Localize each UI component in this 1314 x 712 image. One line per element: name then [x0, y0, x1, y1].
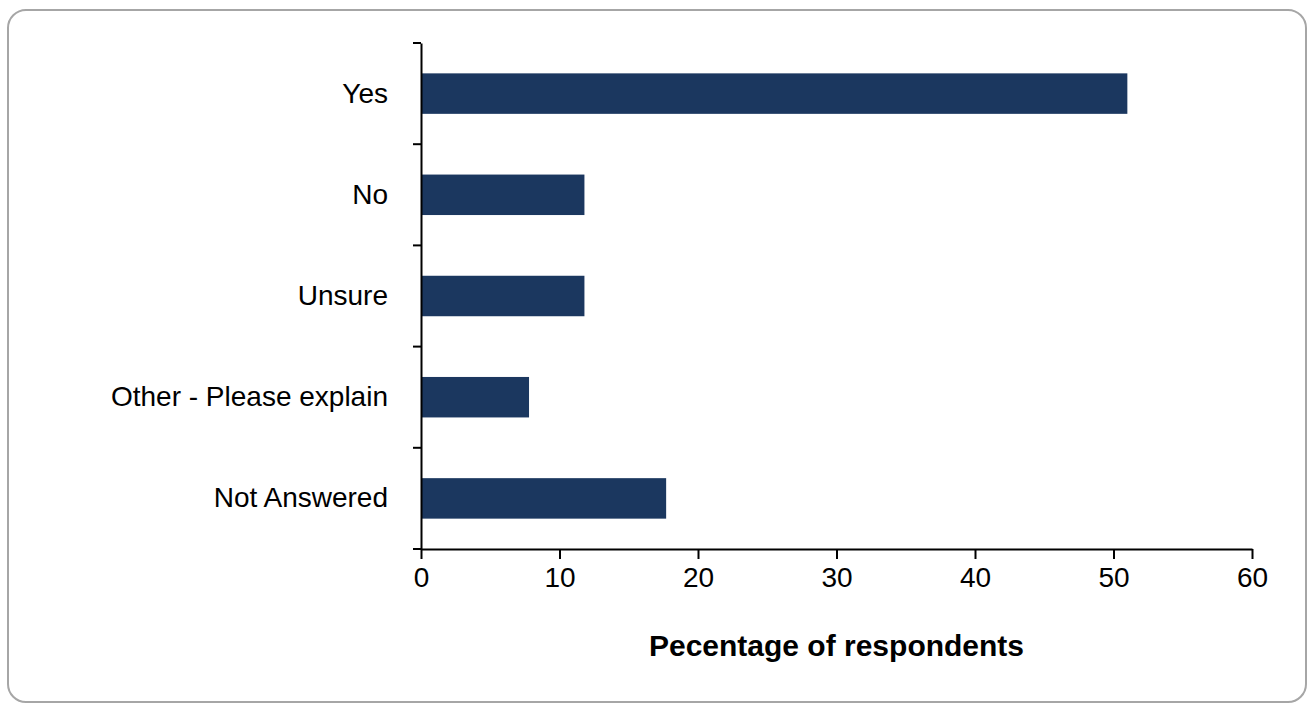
y-axis: Yes No Unsure Other - Please explain Not Ans… [111, 44, 422, 550]
x-tick-mark [836, 549, 838, 559]
x-tick: 50 [1098, 549, 1129, 593]
x-tick-label: 60 [1237, 562, 1268, 593]
y-tick-label: No [352, 179, 388, 210]
y-tick: No [352, 179, 421, 210]
y-tick: Other - Please explain [111, 381, 421, 412]
x-tick-label: 0 [414, 562, 430, 593]
y-boundary-tick [413, 244, 421, 246]
x-tick: 40 [960, 549, 991, 593]
x-tick-mark [1252, 549, 1254, 559]
y-tick-label: Other - Please explain [111, 381, 388, 412]
bar [421, 478, 666, 518]
y-tick-label: Not Answered [214, 482, 388, 513]
x-axis: 0 10 20 30 40 50 60 [414, 549, 1268, 593]
x-tick: 0 [414, 549, 430, 593]
y-boundary-tick [413, 346, 421, 348]
x-tick-mark [975, 549, 977, 559]
x-tick: 20 [683, 549, 714, 593]
bar [421, 276, 584, 316]
x-tick-label: 30 [821, 562, 852, 593]
bar [421, 377, 529, 417]
x-tick: 10 [544, 549, 575, 593]
y-tick: Not Answered [214, 482, 421, 513]
x-tick-mark [698, 549, 700, 559]
x-tick-mark [559, 549, 561, 559]
chart: 0 10 20 30 40 50 60 Yes No Unsure Other - Please e… [0, 0, 1314, 712]
y-tick: Unsure [298, 280, 421, 311]
y-boundary-ticks [413, 43, 421, 549]
y-boundary-tick [413, 548, 421, 550]
x-tick-mark [421, 549, 423, 559]
bar [421, 73, 1127, 113]
bar [421, 175, 584, 215]
x-axis-title: Pecentage of respondents [649, 629, 1024, 662]
y-tick-label: Unsure [298, 280, 388, 311]
x-tick-label: 50 [1098, 562, 1129, 593]
y-tick-label: Yes [342, 78, 388, 109]
frame [8, 10, 1306, 702]
y-axis-line [421, 44, 423, 550]
x-tick-label: 40 [960, 562, 991, 593]
x-tick-mark [1113, 549, 1115, 559]
x-tick-label: 20 [683, 562, 714, 593]
y-boundary-tick [413, 447, 421, 449]
y-boundary-tick [413, 143, 421, 145]
y-tick: Yes [342, 78, 421, 109]
bars [421, 73, 1127, 518]
x-tick-label: 10 [544, 562, 575, 593]
x-tick: 60 [1237, 549, 1268, 593]
x-tick: 30 [821, 549, 852, 593]
y-boundary-tick [413, 42, 421, 44]
